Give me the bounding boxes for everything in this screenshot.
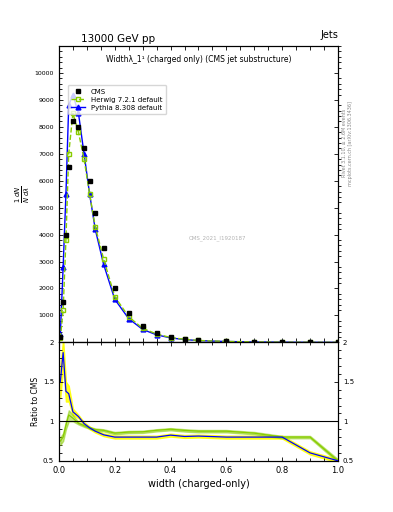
Herwig 7.2.1 default (280, 339, 285, 345)
CMS (127, 310, 131, 316)
Pythia 8.308 default (224, 338, 229, 345)
CMS (76, 124, 81, 130)
Pythia 8.308 default (112, 296, 117, 303)
Pythia 8.308 default (154, 332, 159, 338)
Herwig 7.2.1 default (71, 111, 75, 117)
Herwig 7.2.1 default (61, 307, 66, 313)
Herwig 7.2.1 default (252, 339, 257, 345)
Herwig 7.2.1 default (112, 293, 117, 300)
Line: Herwig 7.2.1 default: Herwig 7.2.1 default (58, 111, 340, 345)
Herwig 7.2.1 default (224, 338, 229, 345)
Pythia 8.308 default (168, 335, 173, 341)
CMS (154, 330, 159, 336)
CMS (140, 323, 145, 329)
CMS (112, 285, 117, 291)
Herwig 7.2.1 default (168, 334, 173, 340)
Pythia 8.308 default (66, 102, 71, 109)
Pythia 8.308 default (196, 337, 201, 344)
CMS (93, 210, 97, 216)
CMS (308, 339, 312, 345)
Herwig 7.2.1 default (127, 314, 131, 320)
Pythia 8.308 default (58, 331, 63, 337)
CMS (61, 299, 66, 305)
Y-axis label: Ratio to CMS: Ratio to CMS (31, 377, 40, 426)
Herwig 7.2.1 default (93, 223, 97, 229)
Pythia 8.308 default (87, 191, 92, 197)
Pythia 8.308 default (127, 315, 131, 322)
Pythia 8.308 default (308, 339, 312, 346)
CMS (64, 231, 68, 238)
X-axis label: width (charged-only): width (charged-only) (148, 479, 249, 489)
Herwig 7.2.1 default (64, 237, 68, 243)
Text: CMS_2021_I1920187: CMS_2021_I1920187 (189, 236, 247, 242)
CMS (82, 145, 86, 152)
CMS (224, 338, 229, 345)
Text: Rivet 3.1.10, ≥ 2.6M events: Rivet 3.1.10, ≥ 2.6M events (342, 109, 346, 178)
Herwig 7.2.1 default (196, 337, 201, 344)
Herwig 7.2.1 default (82, 156, 86, 162)
Herwig 7.2.1 default (336, 339, 340, 346)
Pythia 8.308 default (82, 151, 86, 157)
Pythia 8.308 default (280, 339, 285, 345)
Herwig 7.2.1 default (58, 335, 63, 342)
CMS (252, 339, 257, 345)
CMS (196, 337, 201, 343)
Herwig 7.2.1 default (101, 256, 106, 262)
Text: Widthλ_1¹ (charged only) (CMS jet substructure): Widthλ_1¹ (charged only) (CMS jet substr… (106, 55, 291, 64)
Herwig 7.2.1 default (140, 325, 145, 331)
Herwig 7.2.1 default (182, 336, 187, 343)
Pythia 8.308 default (252, 339, 257, 345)
Pythia 8.308 default (182, 336, 187, 343)
Y-axis label: $\frac{1}{N}\frac{dN}{d\lambda}$: $\frac{1}{N}\frac{dN}{d\lambda}$ (14, 185, 32, 203)
Pythia 8.308 default (61, 264, 66, 270)
Pythia 8.308 default (64, 191, 68, 197)
CMS (66, 164, 71, 170)
CMS (280, 339, 285, 345)
Herwig 7.2.1 default (76, 129, 81, 135)
Herwig 7.2.1 default (154, 331, 159, 337)
Herwig 7.2.1 default (308, 339, 312, 345)
Herwig 7.2.1 default (87, 191, 92, 197)
Text: 13000 GeV pp: 13000 GeV pp (81, 34, 155, 44)
Line: CMS: CMS (58, 119, 340, 345)
CMS (101, 245, 106, 251)
CMS (71, 118, 75, 124)
Pythia 8.308 default (71, 92, 75, 98)
CMS (336, 339, 340, 346)
Text: Jets: Jets (320, 30, 338, 40)
CMS (182, 336, 187, 342)
CMS (58, 334, 63, 340)
Legend: CMS, Herwig 7.2.1 default, Pythia 8.308 default: CMS, Herwig 7.2.1 default, Pythia 8.308 … (68, 85, 166, 114)
Pythia 8.308 default (140, 326, 145, 332)
Line: Pythia 8.308 default: Pythia 8.308 default (58, 92, 340, 345)
Pythia 8.308 default (101, 261, 106, 267)
CMS (168, 334, 173, 340)
Pythia 8.308 default (93, 226, 97, 232)
CMS (87, 178, 92, 184)
Herwig 7.2.1 default (66, 151, 71, 157)
Text: mcplots.cern.ch [arXiv:1306.3436]: mcplots.cern.ch [arXiv:1306.3436] (348, 101, 353, 186)
Pythia 8.308 default (336, 339, 340, 346)
Pythia 8.308 default (76, 111, 81, 117)
